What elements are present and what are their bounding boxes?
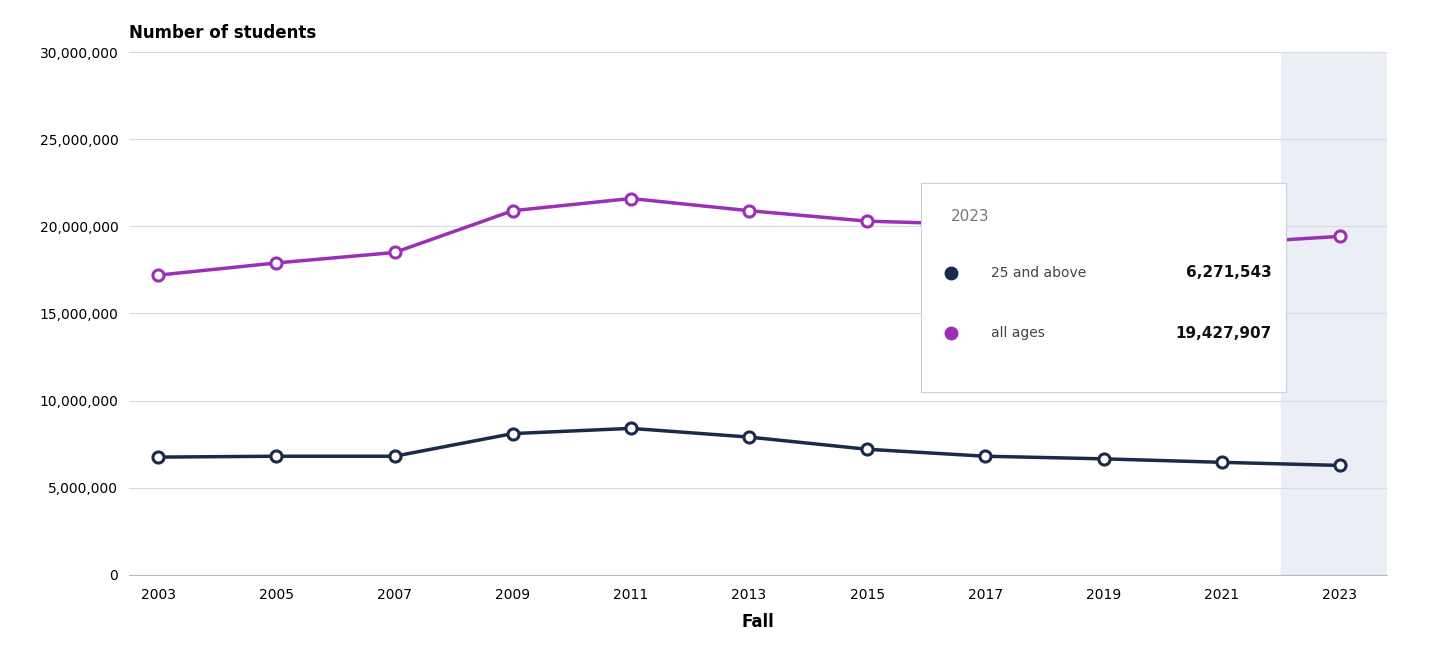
all ages: [1095, 224, 1113, 232]
25 and above: [505, 430, 522, 438]
Bar: [1281, 52, 1387, 575]
25 and above: [1331, 462, 1348, 470]
25 and above: [622, 424, 639, 432]
all ages: [386, 249, 403, 257]
Text: Number of students: Number of students: [129, 24, 316, 42]
all ages: [150, 271, 167, 279]
all ages: [858, 217, 875, 225]
all ages: [977, 221, 994, 229]
all ages: [1213, 240, 1230, 247]
25 and above: [858, 445, 875, 453]
25 and above: [741, 433, 758, 441]
Line: 25 and above: 25 and above: [153, 422, 1346, 471]
all ages: [267, 259, 285, 267]
all ages: [1331, 232, 1348, 240]
all ages: [741, 207, 758, 215]
25 and above: [977, 453, 994, 460]
all ages: [505, 207, 522, 215]
X-axis label: Fall: Fall: [742, 613, 774, 631]
all ages: [622, 195, 639, 202]
Line: all ages: all ages: [153, 193, 1346, 281]
25 and above: [1213, 458, 1230, 466]
25 and above: [150, 453, 167, 461]
25 and above: [386, 453, 403, 460]
25 and above: [267, 453, 285, 460]
25 and above: [1095, 455, 1113, 463]
